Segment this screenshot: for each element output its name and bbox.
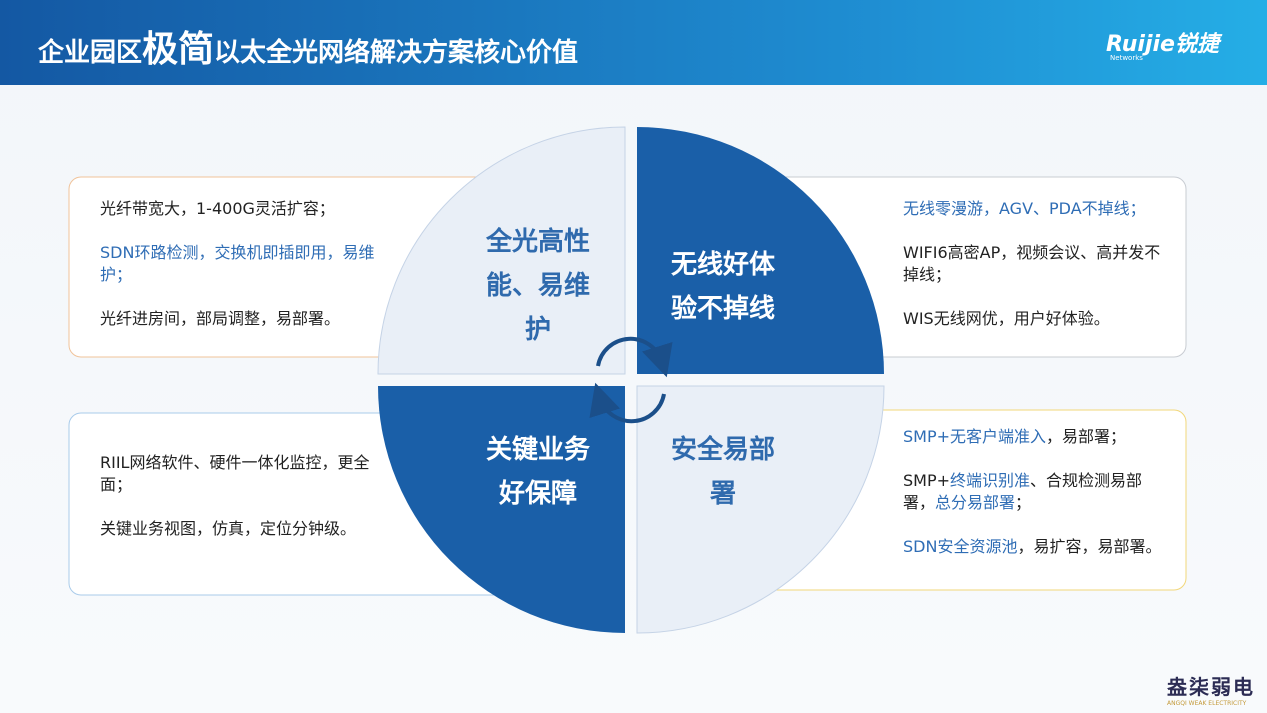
quadrant-label: 全光高性 能、易维护 (458, 220, 618, 352)
point: WIS无线网优，用户好体验。 (903, 308, 1171, 330)
point: 关键业务视图，仿真，定位分钟级。 (100, 518, 380, 540)
title: 企业园区极简以太全光网络解决方案核心价值 (38, 20, 578, 72)
logo: Ruijie锐捷 Networks (1106, 26, 1219, 62)
label-line: 安全易部 (670, 435, 775, 465)
point-text: WIS无线网优，用户好体验。 (903, 309, 1110, 328)
point-text: 、合规检测易部署， (903, 471, 1143, 512)
quadrant-label: 安全易部署 (643, 428, 803, 516)
point-text: SDN安全资源池 (903, 537, 1018, 556)
point: 光纤进房间，部局调整，易部署。 (100, 308, 385, 330)
point: WIFI6高密AP，视频会议、高并发不掉线； (903, 242, 1171, 286)
point-text: WIFI6高密AP，视频会议、高并发不掉线； (903, 243, 1161, 284)
sector (377, 126, 626, 375)
point: SMP+无客户端准入，易部署； (903, 426, 1171, 448)
quadrant-label: 关键业务 好保障 (458, 428, 618, 516)
text-box: 无线零漫游，AGV、PDA不掉线； WIFI6高密AP，视频会议、高并发不掉线； W… (903, 198, 1171, 352)
title-emphasis: 极简 (142, 29, 215, 70)
point-text: 无线零漫游，AGV、PDA不掉线； (903, 199, 1146, 218)
text-box: 光纤带宽大，1-400G灵活扩容； SDN环路检测，交换机即插即用，易维护； 光纤进… (100, 198, 385, 352)
point-text: SDN环路检测，交换机即插即用，易维护； (100, 243, 375, 284)
label-line: 署 (709, 479, 736, 509)
point: RIIL网络软件、硬件一体化监控，更全面； (100, 452, 380, 496)
text-box: RIIL网络软件、硬件一体化监控，更全面； 关键业务视图，仿真，定位分钟级。 (100, 452, 380, 562)
point: SDN安全资源池，易扩容，易部署。 (903, 536, 1171, 558)
label-line: 护 (524, 315, 551, 345)
watermark-sub: ANGQI WEAK ELECTRICITY (1167, 700, 1247, 707)
watermark-name: 盎柒弱电 (1167, 675, 1255, 699)
label-line: 全光高性 (485, 227, 590, 257)
point: SMP+终端识别准、合规检测易部署，总分易部署； (903, 470, 1171, 514)
sector (636, 385, 885, 634)
point-text: 光纤带宽大，1-400G灵活扩容； (100, 199, 335, 218)
point-text: ，易扩容，易部署。 (1017, 537, 1162, 556)
title-part: 以太全光网络解决方案核心价值 (214, 38, 579, 68)
point-text: ； (1015, 493, 1032, 512)
point-text: SMP+ (903, 471, 951, 490)
watermark: 盎柒弱电 ANGQI WEAK ELECTRICITY (1167, 671, 1255, 707)
logo-sub: Networks (1110, 54, 1143, 62)
point: 无线零漫游，AGV、PDA不掉线； (903, 198, 1171, 220)
logo-brand: Ruijie (1106, 32, 1175, 57)
quadrant-label: 无线好体 验不掉线 (643, 243, 803, 331)
sector (637, 127, 884, 374)
logo-cn: 锐捷 (1174, 32, 1219, 57)
point-text: 关键业务视图，仿真，定位分钟级。 (100, 519, 357, 538)
point-text: ，易部署； (1046, 427, 1127, 446)
point: 光纤带宽大，1-400G灵活扩容； (100, 198, 385, 220)
label-line: 好保障 (498, 479, 577, 509)
label-line: 能、易维 (485, 271, 590, 301)
sector (378, 386, 625, 633)
point: SDN环路检测，交换机即插即用，易维护； (100, 242, 385, 286)
point-text: 总分易部署 (935, 493, 1016, 512)
cycle-arrow (589, 382, 666, 424)
text-box: SMP+无客户端准入，易部署； SMP+终端识别准、合规检测易部署，总分易部署； S… (903, 426, 1171, 580)
point-text: RIIL网络软件、硬件一体化监控，更全面； (100, 453, 370, 494)
label-line: 验不掉线 (670, 294, 775, 324)
label-line: 无线好体 (670, 250, 775, 280)
point-text: 终端识别准 (950, 471, 1031, 490)
point-text: 光纤进房间，部局调整，易部署。 (100, 309, 341, 328)
label-line: 关键业务 (485, 435, 590, 465)
header-bar: 企业园区极简以太全光网络解决方案核心价值 Ruijie锐捷 Networks (0, 0, 1267, 85)
point-text: SMP+无客户端准入 (903, 427, 1047, 446)
cycle-arrow (596, 336, 673, 378)
title-part: 企业园区 (38, 38, 143, 68)
